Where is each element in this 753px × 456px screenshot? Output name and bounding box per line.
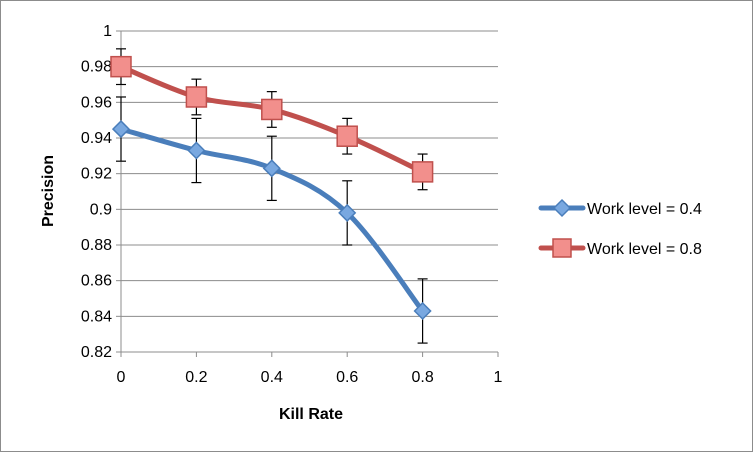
y-tick-label: 0.94 — [81, 130, 112, 147]
x-tick-label: 0.8 — [411, 369, 433, 386]
axes — [116, 30, 499, 357]
y-tick-label: 0.9 — [90, 201, 112, 218]
y-tick-label: 0.92 — [81, 166, 112, 183]
legend-entry-1: Work level = 0.4 — [538, 198, 702, 218]
tick-labels: 0.82 0.84 0.86 0.88 0.9 0.92 0.94 0.96 0.98 1 0 0.2… — [81, 23, 503, 386]
x-axis-title: Kill Rate — [279, 406, 343, 423]
error-bars — [116, 48, 428, 344]
data-point — [411, 161, 434, 183]
y-tick-label: 0.98 — [81, 59, 112, 76]
data-point — [338, 203, 357, 222]
y-tick-label: 0.88 — [81, 237, 112, 254]
x-tick-label: 1 — [494, 369, 503, 386]
legend-label: Work level = 0.4 — [587, 201, 702, 218]
gridlines — [121, 30, 498, 353]
data-point — [261, 98, 283, 121]
y-tick-label: 0.84 — [81, 308, 112, 325]
legend: Work level = 0.4 Work level = 0.8 — [538, 198, 702, 258]
y-tick-label: 1 — [103, 23, 112, 40]
series-line-1 — [118, 126, 426, 314]
data-point — [413, 301, 432, 321]
x-tick-label: 0.4 — [261, 369, 283, 386]
data-point — [336, 125, 358, 147]
data-point — [185, 86, 208, 108]
data-point — [187, 141, 206, 160]
data-point — [111, 120, 131, 139]
series-markers — [110, 55, 434, 321]
y-tick-label: 0.82 — [81, 344, 112, 361]
x-tick-label: 0 — [117, 369, 126, 386]
legend-entry-2: Work level = 0.8 — [538, 238, 702, 258]
x-tick-label: 0.6 — [336, 369, 358, 386]
legend-marker — [552, 238, 572, 258]
data-point — [262, 159, 281, 178]
legend-label: Work level = 0.8 — [587, 241, 702, 258]
y-tick-label: 0.96 — [81, 94, 112, 111]
y-tick-label: 0.86 — [81, 273, 112, 290]
legend-marker — [552, 198, 572, 218]
y-axis-title: Precision — [40, 155, 57, 227]
data-point — [110, 55, 132, 78]
x-tick-label: 0.2 — [185, 369, 207, 386]
